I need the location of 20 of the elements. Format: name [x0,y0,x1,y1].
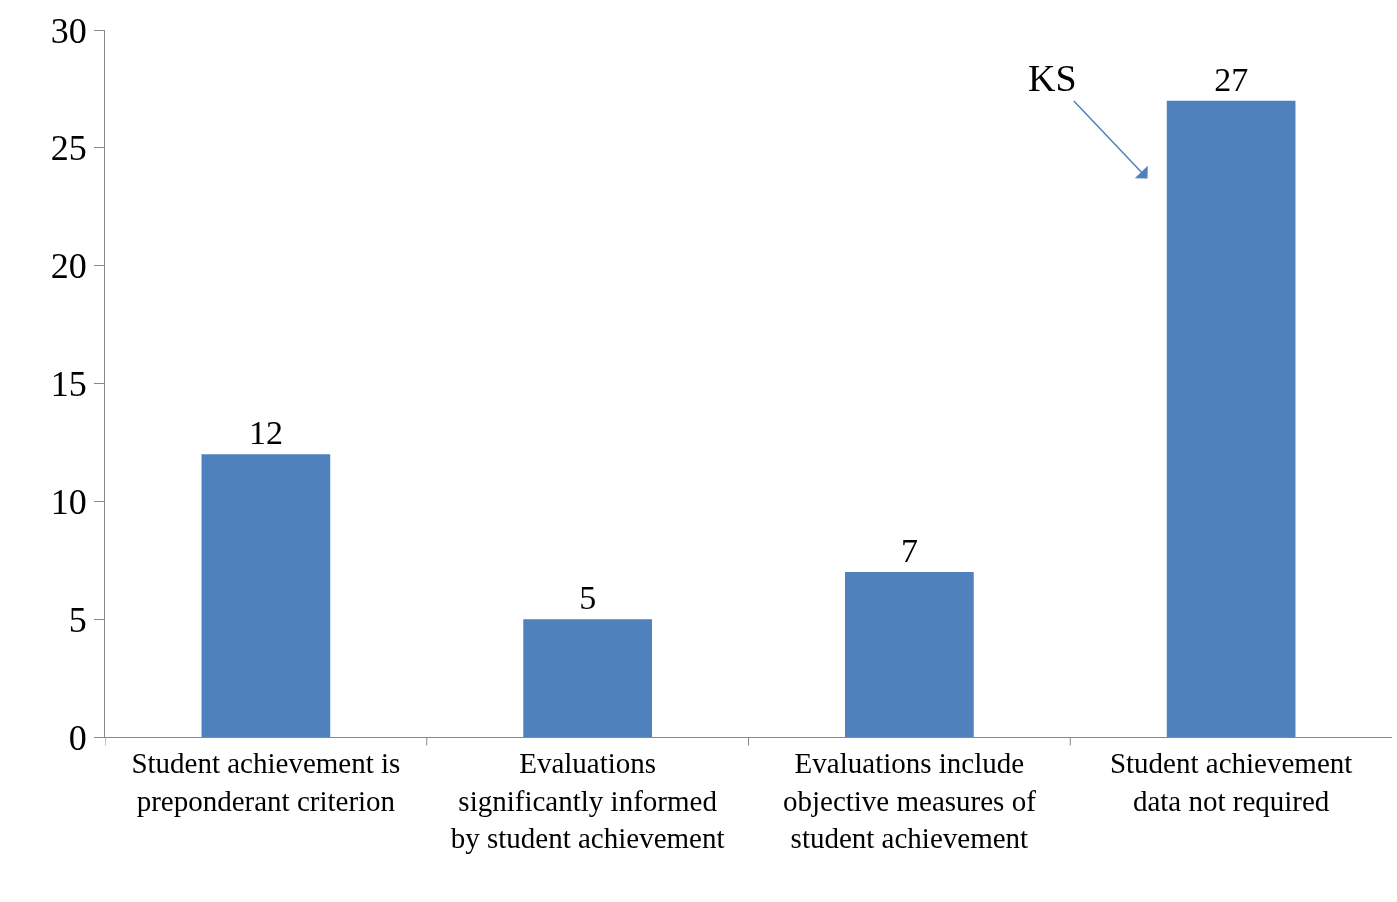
x-tick-label: Evaluations include objective measures of student achievement [782,746,1037,855]
y-tick-label: 10 [50,481,87,522]
y-tick-label: 5 [68,599,87,640]
annotation: KS [1028,57,1077,99]
bar [523,619,652,737]
y-tick-label: 0 [68,717,87,758]
data-label: 12 [248,414,283,452]
data-label: 5 [579,579,597,617]
y-tick-label: 25 [50,128,87,169]
y-tick-label: 30 [50,10,87,51]
y-tick-label: 15 [50,364,87,405]
bar [1166,100,1296,737]
y-tick-label: 20 [50,246,87,287]
x-tick-label: Student achievement is preponderant criterion [131,746,401,817]
data-label: 7 [900,532,918,570]
bar [201,454,331,737]
x-tick-label: Student achievement data not required [1109,746,1353,817]
x-tick-label: Evaluations significantly informed by student achievement [450,746,725,855]
data-label: 27 [1214,60,1249,98]
bar [845,572,974,737]
